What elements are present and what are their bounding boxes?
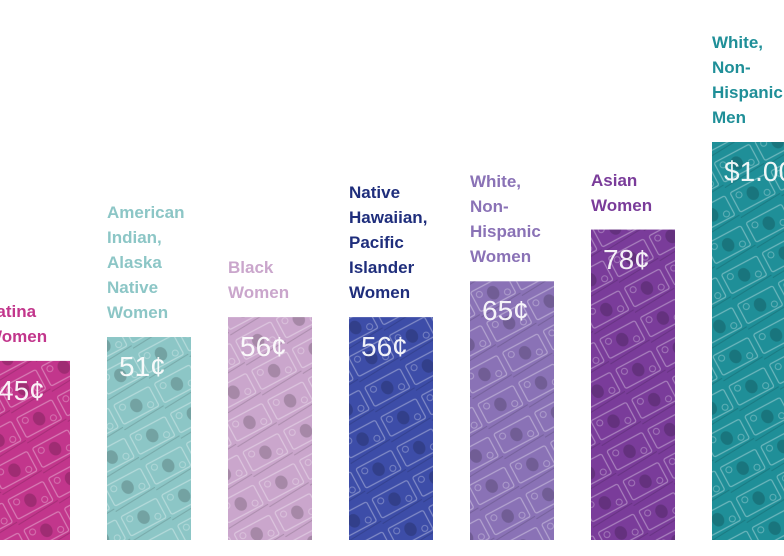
bar-value-label-native-hawaiian-pacific-islander-women: 56¢ [361,331,408,363]
bar-money-texture-white-non-hispanic-women [470,281,554,540]
bar-value-label-latina-women: 45¢ [0,374,45,406]
bar-money-texture-white-non-hispanic-men [712,142,784,540]
bar-value-label-asian-women: 78¢ [603,243,650,275]
bar-american-indian-alaska-native-women [107,337,191,540]
category-label-latina-women: Latina Women [0,301,48,346]
bar-white-non-hispanic-women [470,281,554,540]
bar-asian-women [591,229,675,540]
bar-money-texture-black-women [228,317,312,540]
bar-money-texture-native-hawaiian-pacific-islander-women [349,317,433,540]
bar-value-label-black-women: 56¢ [240,331,287,363]
category-label-asian-women: Asian Women [591,170,653,215]
bar-value-label-white-non-hispanic-men: $1.00 [724,156,784,187]
category-label-white-non-hispanic-women: White, Non- Hispanic Women [470,172,541,267]
bar-value-label-american-indian-alaska-native-women: 51¢ [119,351,166,383]
bar-black-women [228,317,312,540]
bar-money-texture-latina-women [0,360,70,540]
bar-native-hawaiian-pacific-islander-women [349,317,433,540]
category-label-white-non-hispanic-men: White, Non- Hispanic Men [712,33,783,127]
bar-money-texture-american-indian-alaska-native-women [107,337,191,540]
category-label-black-women: Black Women [228,258,290,303]
bar-money-texture-asian-women [591,229,675,540]
bar-white-non-hispanic-men [712,142,784,540]
category-label-american-indian-alaska-native-women: American Indian, Alaska Native Women [107,203,185,323]
category-label-native-hawaiian-pacific-islander-women: Native Hawaiian, Pacific Islander Women [349,183,428,303]
bar-latina-women [0,360,70,540]
bar-value-label-white-non-hispanic-women: 65¢ [482,295,529,327]
